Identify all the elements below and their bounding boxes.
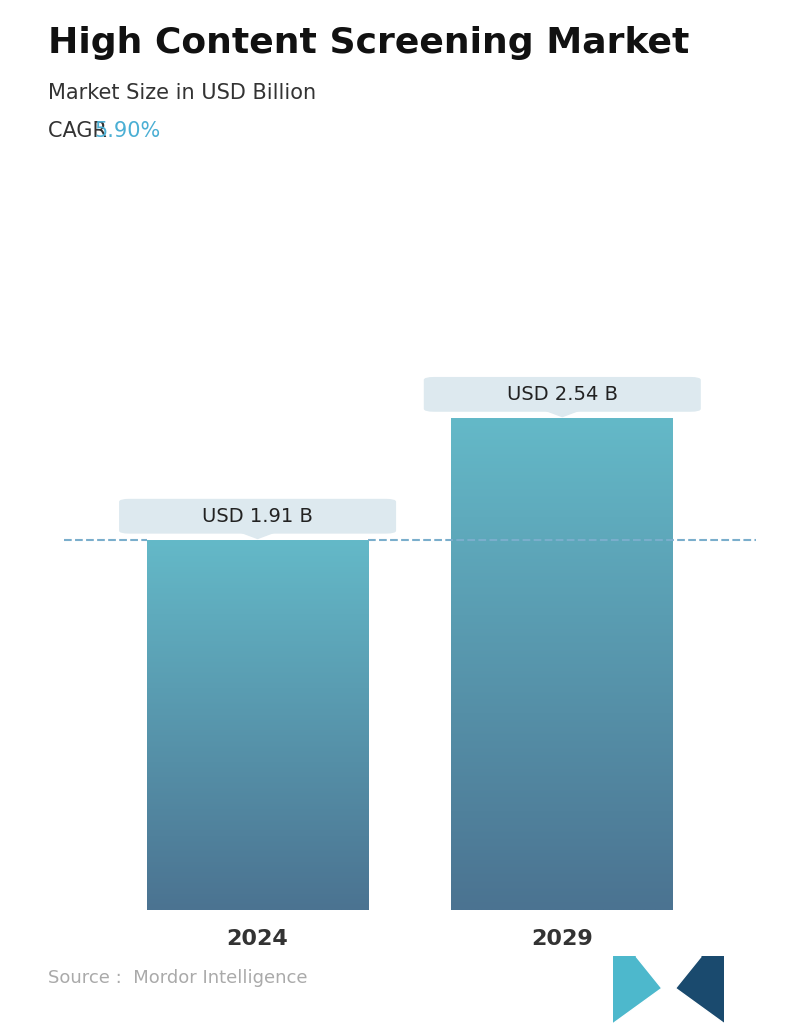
Polygon shape [237,530,279,539]
Text: Source :  Mordor Intelligence: Source : Mordor Intelligence [48,970,307,987]
Polygon shape [613,983,724,1024]
Text: Market Size in USD Billion: Market Size in USD Billion [48,83,316,102]
Polygon shape [613,956,669,1024]
Text: High Content Screening Market: High Content Screening Market [48,26,689,60]
FancyBboxPatch shape [119,498,396,534]
Text: CAGR: CAGR [48,121,113,141]
FancyBboxPatch shape [423,377,700,412]
Text: USD 1.91 B: USD 1.91 B [202,507,313,525]
Text: 5.90%: 5.90% [94,121,160,141]
Text: USD 2.54 B: USD 2.54 B [507,385,618,404]
Polygon shape [669,956,724,1024]
Polygon shape [636,956,701,997]
Polygon shape [541,408,583,417]
